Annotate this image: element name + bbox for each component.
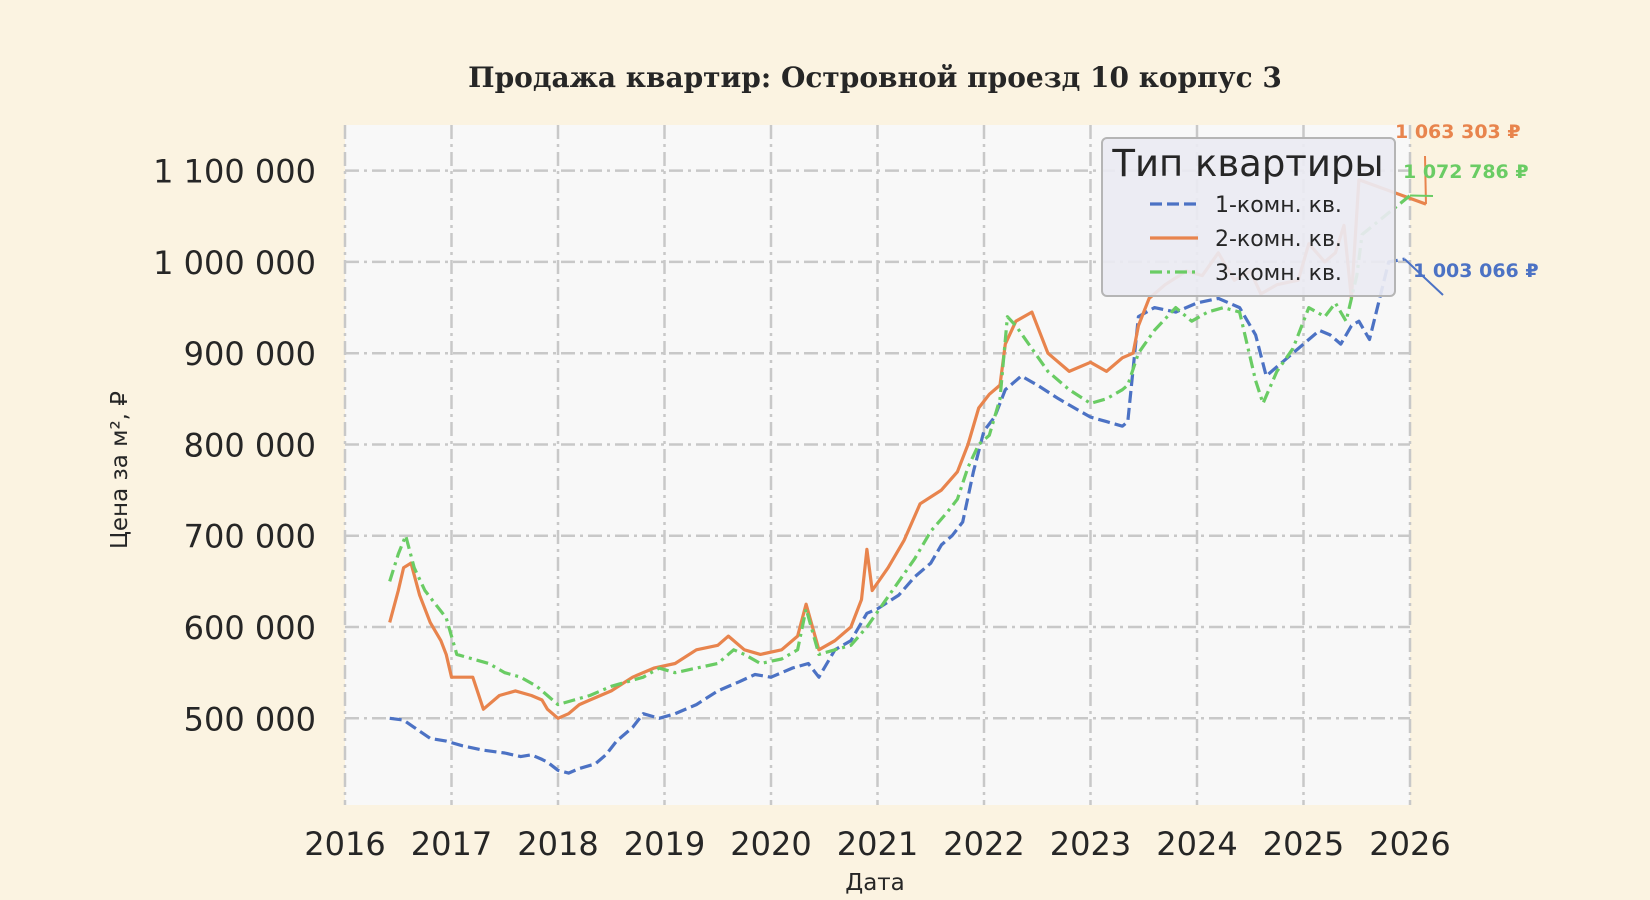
legend: Тип квартиры 1-комн. кв. 2-комн. кв. 3-ком… xyxy=(1101,137,1396,297)
x-tick-label: 2017 xyxy=(411,825,492,863)
legend-label-1: 1-комн. кв. xyxy=(1215,193,1342,218)
y-tick-label: 600 000 xyxy=(184,609,316,647)
x-tick-label: 2019 xyxy=(624,825,705,863)
x-tick-label: 2025 xyxy=(1263,825,1344,863)
end-label-connector xyxy=(1409,194,1434,197)
end-label-connector xyxy=(1403,258,1444,296)
end-value-labels: 1 063 303 ₽ 1 072 786 ₽ 1 003 066 ₽ xyxy=(1395,121,1539,296)
end-value-label: 1 072 786 ₽ xyxy=(1403,161,1529,183)
x-tick-label: 2018 xyxy=(517,825,598,863)
legend-box xyxy=(1101,137,1396,297)
legend-items: 1-комн. кв. 2-комн. кв. 3-комн. кв. xyxy=(1150,193,1342,286)
end-value-label: 1 003 066 ₽ xyxy=(1413,260,1539,282)
x-tick-label: 2020 xyxy=(730,825,811,863)
end-value-label: 1 063 303 ₽ xyxy=(1395,121,1521,143)
series-line-3 xyxy=(388,194,1412,707)
x-tick-label: 2022 xyxy=(943,825,1024,863)
y-axis-label: Цена за м², ₽ xyxy=(107,391,133,549)
y-tick-label: 500 000 xyxy=(184,700,316,738)
x-tick-label: 2024 xyxy=(1156,825,1237,863)
chart-title: Продажа квартир: Островной проезд 10 кор… xyxy=(468,61,1282,94)
legend-label-3: 3-комн. кв. xyxy=(1215,261,1342,286)
series-line-1 xyxy=(389,257,1405,775)
x-axis-label: Дата xyxy=(845,870,905,896)
x-tick-label: 2021 xyxy=(837,825,918,863)
y-tick-label: 800 000 xyxy=(184,426,316,464)
y-tick-label: 700 000 xyxy=(184,518,316,556)
axis-ticks: 2016 2017 2018 2019 2020 2021 2022 2023 2024 2025… xyxy=(153,153,1451,863)
legend-label-2: 2-комн. кв. xyxy=(1215,227,1342,252)
x-tick-label: 2016 xyxy=(304,825,385,863)
y-tick-label: 1 000 000 xyxy=(153,244,316,282)
x-tick-label: 2026 xyxy=(1369,825,1450,863)
legend-title: Тип квартиры xyxy=(1111,142,1383,185)
y-tick-label: 900 000 xyxy=(184,335,316,373)
y-tick-label: 1 100 000 xyxy=(153,153,316,191)
x-tick-label: 2023 xyxy=(1050,825,1131,863)
